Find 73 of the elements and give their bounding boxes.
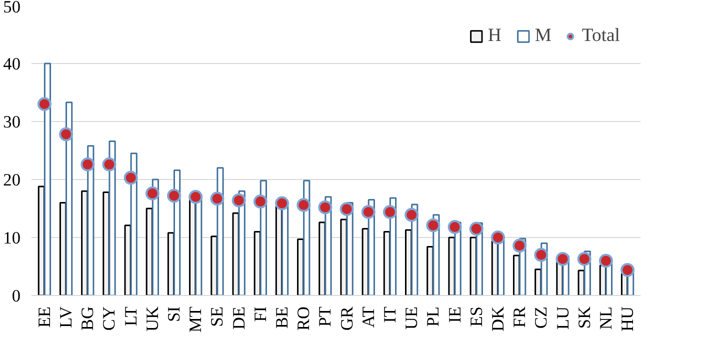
x-tick-label: SK (574, 306, 594, 329)
x-tick-label: FI (250, 306, 270, 322)
x-tick-label: AT (358, 306, 378, 328)
point (469, 222, 484, 236)
bar (66, 102, 73, 296)
point (210, 192, 224, 206)
point (340, 202, 354, 216)
y-tick-label: 20 (3, 170, 20, 190)
y-tick-label: 30 (3, 112, 20, 132)
point (404, 208, 419, 222)
legend-label: Total (582, 25, 620, 47)
x-tick-label: UE (402, 306, 422, 330)
point (188, 190, 203, 204)
point (598, 254, 613, 268)
x-tick-label: DE (229, 306, 248, 330)
x-tick-label: PL (424, 306, 443, 327)
x-tick-label: FR (510, 306, 530, 328)
point (620, 262, 635, 277)
x-tick-label: PT (316, 306, 335, 327)
point (534, 248, 548, 262)
point (275, 196, 290, 210)
y-tick-label: 10 (3, 228, 20, 248)
point (490, 230, 505, 244)
x-tick-label: NL (596, 306, 616, 330)
x-tick-label: ES (466, 306, 486, 327)
x-tick-label: DK (488, 306, 508, 332)
x-tick-label: SI (164, 306, 184, 322)
point (577, 252, 592, 266)
point (296, 198, 311, 212)
legend-label: M (534, 25, 553, 47)
point (37, 97, 52, 112)
y-tick-label: 0 (12, 286, 21, 306)
x-tick-label: LV (56, 306, 76, 328)
x-tick-label: UK (142, 306, 162, 332)
bar (340, 218, 348, 296)
point (382, 204, 397, 219)
point (167, 188, 182, 203)
bar (108, 140, 116, 296)
x-tick-label: IE (445, 306, 464, 323)
x-tick-label: CZ (532, 306, 551, 329)
x-tick-label: BE (272, 306, 292, 329)
x-tick-label: BG (78, 306, 98, 331)
point (426, 218, 440, 232)
x-tick-label: LT (121, 306, 140, 326)
point (80, 157, 95, 172)
x-tick-label: LU (553, 306, 572, 330)
point (253, 194, 268, 209)
y-tick-label: 50 (3, 0, 20, 16)
bar (232, 212, 240, 296)
bar (216, 167, 224, 296)
point (556, 252, 570, 266)
point (448, 220, 462, 234)
point (102, 157, 116, 172)
y-tick-label: 40 (3, 54, 20, 74)
x-tick-label: EE (34, 306, 54, 328)
point (124, 170, 138, 185)
legend-label: H (488, 25, 502, 47)
x-tick-label: IT (380, 306, 400, 323)
x-tick-label: CY (100, 306, 119, 331)
bar (44, 62, 52, 296)
point (361, 204, 376, 219)
point (145, 186, 160, 200)
bar (87, 145, 94, 296)
x-tick-label: HU (618, 306, 638, 332)
x-tick-label: GR (337, 306, 356, 331)
x-tick-label: MT (186, 306, 206, 332)
point (59, 127, 74, 142)
bar (130, 152, 138, 296)
point (512, 238, 527, 253)
x-tick-label: SE (208, 306, 227, 327)
x-tick-label: RO (294, 306, 314, 331)
point (232, 193, 246, 208)
point (318, 200, 332, 214)
